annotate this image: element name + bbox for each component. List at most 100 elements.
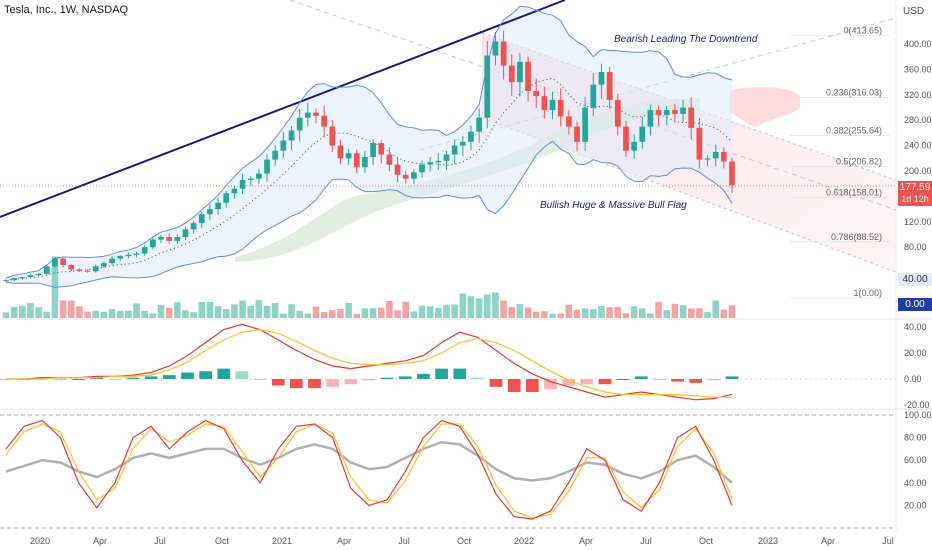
price-axis-ticks: 400.00360.00320.00280.00240.00200.00160.… [904, 39, 932, 252]
candle-body [337, 145, 344, 159]
volume-bar [516, 303, 524, 318]
macd-hist-bar [235, 371, 249, 379]
volume-bar [639, 308, 646, 318]
volume-bar [59, 300, 67, 318]
macd-hist-bar [344, 379, 358, 385]
macd-hist-bar [616, 379, 630, 380]
volume-bar [100, 311, 108, 318]
volume-bar [329, 310, 336, 318]
candle-body [141, 247, 148, 254]
candle-body [647, 110, 654, 127]
volume-bar [630, 306, 638, 318]
candle-body [459, 141, 466, 146]
price-tick-label: 200.00 [904, 166, 932, 176]
candle-body [190, 223, 197, 230]
volume-bar [573, 309, 581, 318]
macd-hist-bar [417, 373, 430, 379]
candle-body [207, 209, 213, 215]
candle-body [68, 264, 75, 270]
macd-hist-bar [489, 379, 503, 387]
candle-body [517, 61, 523, 83]
candle-body [19, 277, 26, 279]
fib-label: 0.618(158.01) [826, 188, 882, 198]
macd-hist-bar [707, 379, 721, 381]
volume-bar [157, 304, 165, 318]
candle-body [174, 237, 181, 241]
volume-bar [386, 300, 393, 318]
volume-bar [304, 313, 312, 318]
time-tick-label: 2023 [758, 536, 778, 546]
price-tick-label: 360.00 [904, 64, 932, 74]
volume-bar [541, 311, 548, 318]
candle-body [623, 126, 629, 151]
volume-bar [345, 302, 352, 318]
candle-body [704, 158, 711, 160]
volume-bar [288, 304, 295, 318]
volume-bar [598, 306, 605, 318]
candle-body [631, 141, 637, 151]
volume-bar [590, 309, 597, 318]
volume-bar [247, 305, 254, 318]
time-tick-label: Apr [579, 536, 593, 546]
macd-hist-bar [435, 368, 448, 379]
volume-bar [353, 313, 361, 318]
candle-body [443, 154, 450, 161]
bollinger-lower [5, 140, 733, 288]
candle-body [239, 179, 246, 189]
macd-hist-bar [217, 368, 231, 379]
candle-body [614, 99, 621, 127]
macd-hist-bar [126, 377, 140, 379]
candle-body [378, 143, 385, 155]
level-0-badge: 0.00 [898, 298, 932, 311]
volume-bar [214, 306, 222, 318]
volume-bar [263, 305, 271, 318]
candle-body [688, 107, 695, 128]
macd-line [6, 323, 733, 401]
price-tick-label: 120.00 [904, 217, 932, 227]
candle-body [231, 188, 238, 194]
candle-body [557, 99, 564, 117]
candle-body [370, 143, 376, 158]
candle-body [43, 266, 50, 274]
macd-tick-label: 20.00 [904, 348, 927, 358]
candle-body [264, 159, 270, 174]
macd-hist-bar [580, 379, 594, 385]
bollinger-upper [5, 5, 733, 279]
macd-hist-bar [308, 379, 321, 389]
time-tick-label: Jul [882, 536, 894, 546]
stoch-axis-ticks: 100.00 80.00 60.00 40.00 20.00 [904, 410, 932, 510]
level-40-badge: 40.00 [898, 273, 932, 286]
time-tick-label: Jul [640, 536, 652, 546]
candle-body [525, 61, 531, 92]
candle-body [402, 174, 409, 179]
stoch-k-line [5, 419, 733, 520]
stoch-d-line [5, 423, 733, 519]
fib-levels: 0(413.65) 0.236(316.03) 0.382(255.64) 0.5(2… [790, 25, 890, 299]
candle-body [345, 153, 352, 159]
stoch-tick-label: 20.00 [904, 500, 927, 510]
volume-bar [35, 307, 42, 318]
time-tick-label: 2021 [272, 536, 292, 546]
macd-hist-bar [689, 379, 703, 383]
volume-bar [687, 308, 695, 318]
volume-bar [280, 313, 287, 318]
price-tick-label: 280.00 [904, 115, 932, 125]
volume-bar [108, 309, 116, 318]
rsi-line [5, 440, 733, 484]
volume-bar [19, 305, 26, 318]
volume-bar [647, 313, 654, 318]
volume-bar [369, 308, 377, 318]
volume-bar [655, 302, 662, 318]
macd-hist-bar [35, 377, 49, 379]
volume-bar [426, 306, 434, 318]
volume-bar [141, 310, 148, 318]
candle-body [296, 117, 303, 131]
macd-histogram [0, 368, 739, 392]
candle-body [394, 164, 401, 175]
candle-body [362, 157, 368, 168]
volume-bar [190, 312, 197, 318]
volume-bar [704, 312, 711, 318]
macd-tick-label: -20.00 [904, 400, 930, 410]
volume-bar [679, 305, 687, 318]
bollinger-fill [6, 6, 732, 288]
